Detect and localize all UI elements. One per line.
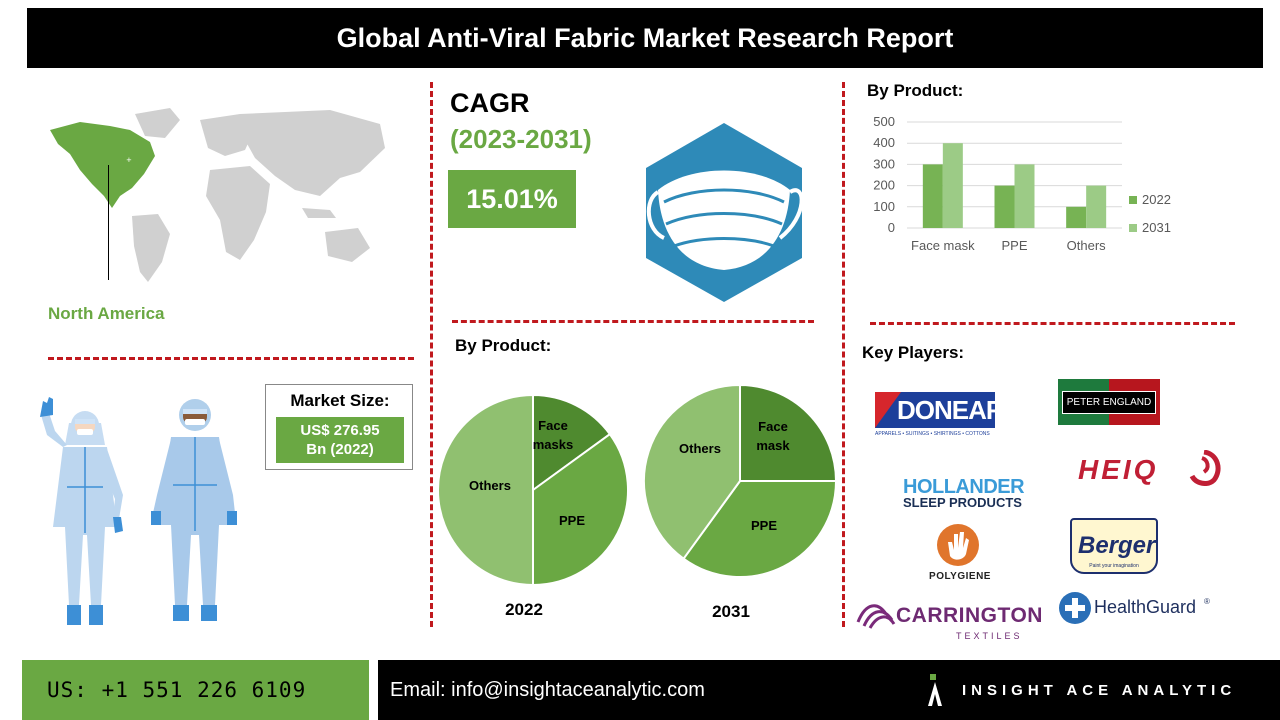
logo-donear: DONEAR APPARELS • SUITINGS • SHIRTINGS •… bbox=[875, 392, 1005, 442]
logo-peter-england: PETER ENGLAND bbox=[1058, 379, 1160, 425]
logo-berger: Berger Paint your imagination bbox=[1070, 518, 1160, 578]
y-tick-label: 400 bbox=[873, 135, 895, 150]
key-players-title: Key Players: bbox=[862, 343, 965, 362]
divider-vertical-right bbox=[842, 82, 845, 627]
pie-charts: Face masks PPE Others 2022 Face mask PPE Others… bbox=[437, 383, 838, 621]
y-tick-label: 100 bbox=[873, 199, 895, 214]
market-size-value-line1: US$ 276.95 bbox=[300, 422, 380, 439]
cagr-period: (2023-2031) bbox=[450, 124, 592, 154]
market-size-panel: Market Size: US$ 276.95 Bn (2022) bbox=[265, 384, 413, 470]
bar-2022-0 bbox=[922, 164, 943, 228]
logo-polygiene: POLYGIENE bbox=[920, 522, 1000, 584]
pie-section-title: By Product: bbox=[455, 336, 552, 355]
footer-phone: US: +1 551 226 6109 bbox=[22, 660, 369, 720]
logo-heiq: HEIQ bbox=[1078, 450, 1223, 488]
svg-text:+: + bbox=[126, 156, 132, 164]
page-title: Global Anti-Viral Fabric Market Research… bbox=[27, 8, 1263, 68]
footer-bar: Email: info@insightaceanalytic.com INSIG… bbox=[378, 660, 1280, 720]
cagr-title: CAGR bbox=[450, 88, 530, 118]
legend-swatch bbox=[1129, 196, 1137, 204]
region-label: North America bbox=[48, 304, 165, 323]
pie-slice-2022-2 bbox=[437, 393, 534, 587]
divider-horizontal-mid bbox=[452, 320, 814, 323]
pie-label: PPE bbox=[751, 518, 777, 533]
bar-chart: 0 100 200 300 400 500 Face mask PPE Others 2022… bbox=[873, 114, 1171, 253]
pie-label: Face masks bbox=[533, 418, 573, 452]
pie-slice-2022-0 bbox=[532, 393, 612, 492]
face-mask-icon bbox=[646, 123, 804, 302]
market-size-value: US$ 276.95 Bn (2022) bbox=[276, 417, 404, 463]
healthguard-cross-icon bbox=[1059, 592, 1091, 624]
market-size-value-line2: Bn (2022) bbox=[306, 441, 374, 458]
pie-label: Others bbox=[469, 478, 511, 493]
pie-year-label: 2022 bbox=[505, 600, 543, 619]
pie-slice-2022-1 bbox=[532, 432, 629, 587]
y-tick-label: 0 bbox=[888, 220, 895, 235]
brand-logo-icon bbox=[928, 674, 942, 706]
footer-email: Email: info@insightaceanalytic.com bbox=[390, 679, 705, 701]
pie-slice-2031-0 bbox=[739, 383, 838, 482]
world-map: + bbox=[50, 108, 385, 282]
pie-label: Others bbox=[679, 441, 721, 456]
heiq-swirl-icon bbox=[1189, 450, 1221, 486]
legend-label: 2031 bbox=[1142, 220, 1171, 235]
logo-carrington: CARRINGTON TEXTILES bbox=[856, 598, 1042, 644]
logo-hollander: HOLLANDER SLEEP PRODUCTS bbox=[903, 476, 1025, 510]
divider-horizontal-left bbox=[48, 357, 414, 360]
pie-label: Face mask bbox=[756, 419, 790, 453]
legend-label: 2022 bbox=[1142, 192, 1171, 207]
bar-2031-0 bbox=[942, 143, 963, 228]
registered-mark: ® bbox=[1204, 597, 1210, 606]
pie-label: PPE bbox=[559, 513, 585, 528]
x-tick-label: Face mask bbox=[911, 238, 975, 253]
legend-swatch bbox=[1129, 224, 1137, 232]
y-tick-label: 300 bbox=[873, 156, 895, 171]
hazmat-figures-illustration bbox=[40, 397, 237, 625]
bar-2031-1 bbox=[1014, 164, 1035, 228]
y-tick-label: 500 bbox=[873, 114, 895, 129]
divider-vertical-left bbox=[430, 82, 433, 627]
cagr-value: 15.01% bbox=[448, 170, 576, 228]
y-tick-label: 200 bbox=[873, 178, 895, 193]
carrington-waves-icon bbox=[856, 604, 896, 629]
pie-slice-2031-2 bbox=[643, 383, 741, 561]
footer-brand: INSIGHT ACE ANALYTIC bbox=[962, 682, 1237, 699]
x-tick-label: PPE bbox=[1001, 238, 1027, 253]
divider-horizontal-right bbox=[870, 322, 1235, 325]
bar-chart-title: By Product: bbox=[867, 81, 964, 100]
pie-slice-2031-1 bbox=[682, 480, 838, 578]
logo-healthguard: HealthGuard ® bbox=[1058, 591, 1218, 627]
bar-2022-2 bbox=[1066, 206, 1087, 228]
market-size-label: Market Size: bbox=[290, 391, 390, 410]
pie-year-label: 2031 bbox=[712, 602, 750, 621]
bar-2031-2 bbox=[1086, 185, 1107, 228]
bar-2022-1 bbox=[994, 185, 1015, 228]
x-tick-label: Others bbox=[1067, 238, 1107, 253]
map-pointer-line bbox=[108, 165, 109, 280]
polygiene-hand-icon bbox=[937, 524, 979, 566]
